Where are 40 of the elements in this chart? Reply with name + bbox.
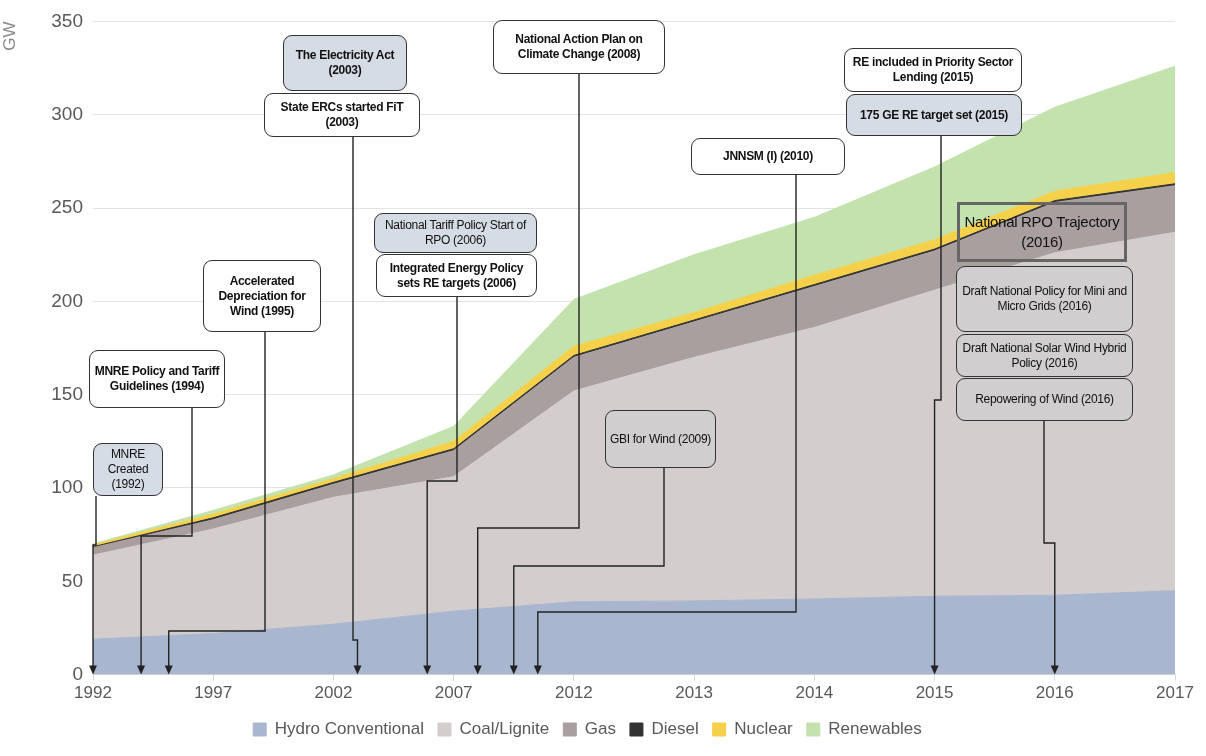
x-tick-label: 2007 (434, 683, 473, 703)
x-tick-label: 2012 (554, 683, 593, 703)
callout-box: MNRE Policy and Tariff Guidelines (1994) (89, 350, 225, 408)
callout-box: Repowering of Wind (2016) (956, 378, 1133, 421)
x-tick-label: 1992 (74, 683, 112, 703)
x-tick-label: 2016 (1035, 683, 1074, 703)
legend-label: Hydro Conventional (274, 719, 424, 739)
x-tick-label: 2015 (915, 683, 954, 703)
callout-box: Integrated Energy Policy sets RE targets (2006) (376, 254, 537, 297)
y-tick-label: 100 (51, 476, 83, 498)
callout-box: National Action Plan on Climate Change (2008) (493, 20, 665, 74)
y-tick-label: 350 (51, 9, 83, 31)
x-tick-label: 2002 (314, 683, 353, 703)
callout-box: JNNSM (I) (2010) (691, 138, 845, 175)
legend-label: Gas (584, 719, 616, 739)
x-tick-label: 1997 (194, 683, 233, 703)
callout-box: RE included in Priority Sector Lending (2015) (844, 48, 1022, 92)
y-tick-label: 200 (51, 289, 83, 311)
callout-box: MNRE Created (1992) (93, 443, 163, 496)
y-tick-label: 250 (51, 196, 83, 218)
x-tick-label: 2013 (675, 683, 714, 703)
legend-label: Coal/Lignite (459, 719, 550, 739)
callout-box: State ERCs started FiT (2003) (264, 93, 420, 137)
y-tick-label: 300 (51, 102, 83, 124)
legend-label: Renewables (828, 719, 922, 739)
y-tick-label: 0 (72, 662, 83, 684)
x-tick-label: 2017 (1156, 683, 1194, 703)
y-axis-title: GW (0, 21, 19, 51)
callout-box: National Tariff Policy Start of RPO (2006) (374, 213, 537, 253)
callout-box: Draft National Policy for Mini and Micro Grids (2016) (956, 266, 1133, 332)
callout-box: Accelerated Depreciation for Wind (1995) (203, 260, 321, 332)
legend-label: Nuclear (734, 719, 794, 739)
y-tick-label: 50 (61, 569, 83, 591)
y-tick-label: 150 (51, 382, 83, 404)
callout-box: GBI for Wind (2009) (605, 410, 716, 468)
callout-box: Draft National Solar Wind Hybrid Policy (2016) (956, 334, 1133, 377)
callout-box: 175 GE RE target set (2015) (846, 94, 1022, 136)
legend-label: Diesel (651, 719, 699, 739)
callout-box: The Electricity Act (2003) (283, 35, 407, 91)
x-tick-label: 2014 (795, 683, 834, 703)
